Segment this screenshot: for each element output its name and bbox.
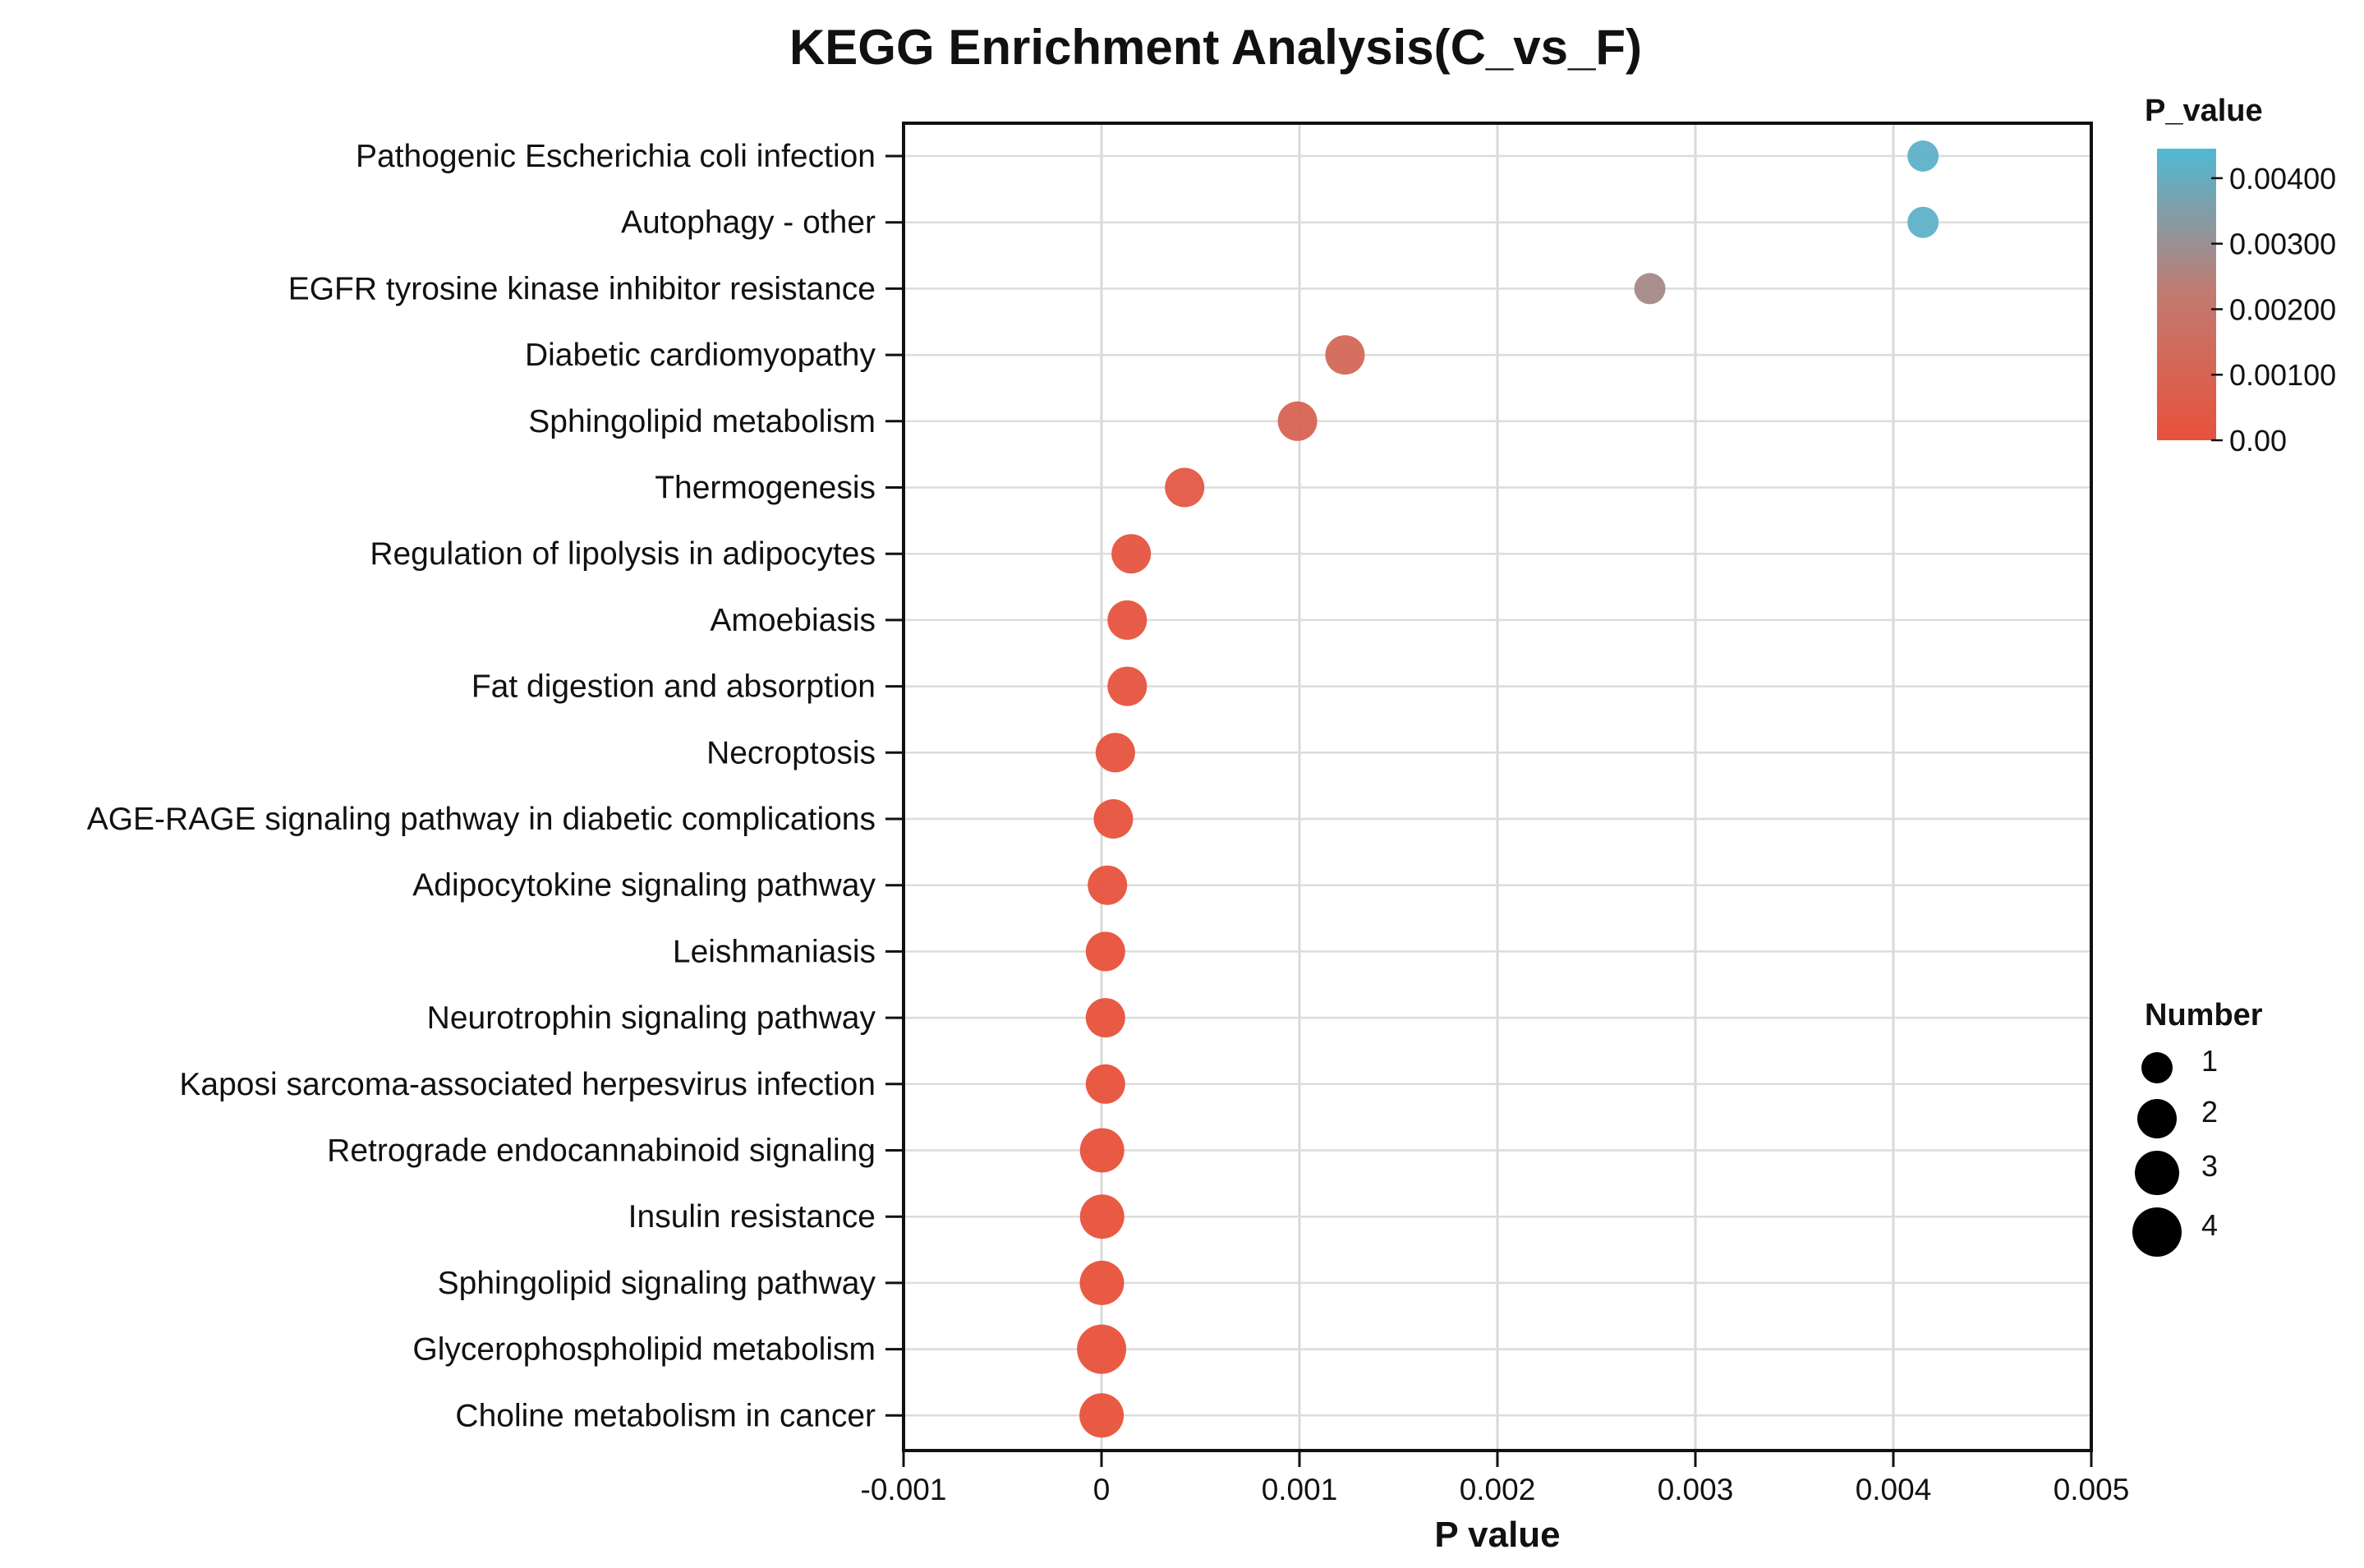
category-label: Sphingolipid metabolism (528, 404, 876, 439)
category-label: Fat digestion and absorption (471, 669, 876, 705)
data-point (1077, 1324, 1127, 1374)
category-label: Diabetic cardiomyopathy (525, 338, 876, 373)
category-label: Glycerophospholipid metabolism (412, 1332, 876, 1368)
category-label: Autophagy - other (621, 205, 876, 241)
data-point (1907, 140, 1939, 172)
x-tick-label: 0 (1093, 1473, 1111, 1506)
y-axis: Pathogenic Escherichia coli infection Aut… (87, 139, 904, 1433)
x-tick-label: 0.002 (1460, 1473, 1536, 1506)
x-tick-label: 0.003 (1658, 1473, 1734, 1506)
data-point (1111, 534, 1152, 574)
data-point (1085, 931, 1125, 972)
category-label: Thermogenesis (655, 471, 876, 506)
size-legend-dot (2135, 1151, 2179, 1195)
category-label: Sphingolipid signaling pathway (438, 1266, 876, 1301)
color-legend-tick-label: 0.00 (2229, 424, 2287, 458)
size-legend-items: 1 2 3 4 (2132, 1044, 2218, 1257)
x-axis-label: P value (1434, 1515, 1560, 1555)
data-point (1095, 733, 1135, 773)
color-legend-tick-label: 0.00100 (2229, 358, 2336, 392)
size-legend: Number 1 2 3 4 (2132, 998, 2263, 1257)
size-legend-label: 1 (2201, 1044, 2218, 1078)
data-point (1085, 1064, 1125, 1104)
color-legend-bar (2157, 149, 2216, 440)
data-point (1107, 666, 1148, 706)
category-label: EGFR tyrosine kinase inhibitor resistanc… (288, 271, 876, 306)
category-label: Regulation of lipolysis in adipocytes (370, 536, 876, 572)
category-label: Leishmaniasis (673, 934, 876, 969)
x-axis: -0.001 0 0.001 0.002 0.003 0.004 0.005 (861, 1451, 2130, 1506)
data-point (1079, 1128, 1125, 1173)
category-label: Amoebiasis (710, 603, 876, 638)
color-legend-tick-label: 0.00200 (2229, 292, 2336, 326)
color-legend-tick-label: 0.00300 (2229, 228, 2336, 261)
data-point (1079, 1194, 1125, 1239)
data-point (1634, 273, 1666, 305)
size-legend-dot (2137, 1099, 2177, 1138)
x-tick-label: 0.001 (1262, 1473, 1338, 1506)
x-tick-label: 0.005 (2054, 1473, 2130, 1506)
color-legend: P_value 0.00 0.00100 0.00200 0.00300 0.00400 (2145, 94, 2336, 458)
color-legend-tick-label: 0.00400 (2229, 162, 2336, 195)
category-label: Kaposi sarcoma-associated herpesvirus in… (179, 1067, 876, 1102)
grid-layer (902, 123, 2093, 1451)
size-legend-label: 2 (2201, 1095, 2218, 1129)
size-legend-label: 4 (2201, 1208, 2218, 1242)
data-point (1165, 467, 1205, 508)
category-label: Necroptosis (706, 735, 876, 770)
category-label: Neurotrophin signaling pathway (427, 1000, 876, 1036)
data-point (1325, 335, 1365, 375)
color-legend-title: P_value (2145, 94, 2263, 128)
color-legend-ticks: 0.00 0.00100 0.00200 0.00300 0.00400 (2211, 162, 2336, 458)
data-point (1085, 998, 1125, 1038)
data-point (1277, 401, 1318, 441)
data-point (1093, 799, 1134, 839)
data-point (1088, 865, 1128, 905)
size-legend-dot (2132, 1207, 2182, 1257)
size-legend-title: Number (2145, 998, 2263, 1032)
chart-title: KEGG Enrichment Analysis(C_vs_F) (789, 20, 1642, 75)
category-label: AGE-RAGE signaling pathway in diabetic c… (87, 802, 876, 837)
category-label: Pathogenic Escherichia coli infection (356, 139, 876, 174)
size-legend-dot (2141, 1052, 2173, 1083)
x-tick-label: 0.004 (1856, 1473, 1932, 1506)
x-tick-label: -0.001 (861, 1473, 947, 1506)
category-label: Insulin resistance (628, 1199, 876, 1235)
data-point (1079, 1393, 1125, 1438)
data-point (1107, 600, 1148, 640)
category-label: Choline metabolism in cancer (455, 1398, 876, 1433)
category-label: Adipocytokine signaling pathway (412, 868, 876, 904)
category-label: Retrograde endocannabinoid signaling (327, 1133, 876, 1169)
data-point (1079, 1260, 1125, 1305)
data-point (1907, 206, 1939, 238)
size-legend-label: 3 (2201, 1149, 2218, 1183)
data-points (1077, 140, 1939, 1438)
